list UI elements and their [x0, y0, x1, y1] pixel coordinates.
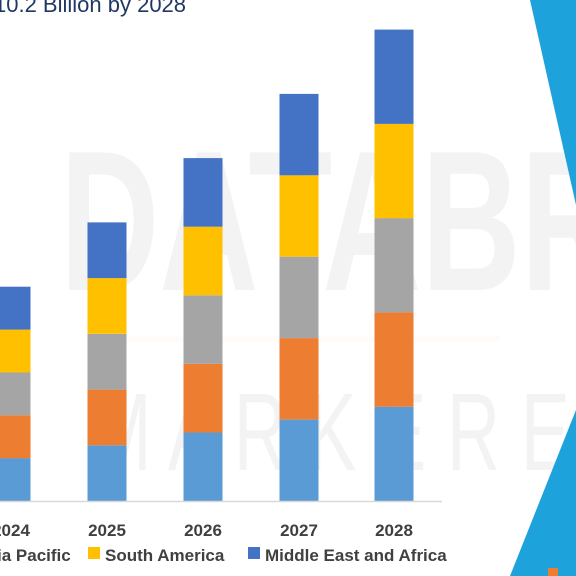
bar-group: [0, 29, 414, 501]
bar-2027-series-2: [279, 338, 319, 420]
bar-2027-series-1: [279, 419, 319, 501]
x-tick-label-2028: 2028: [375, 521, 413, 540]
legend-swatch-south-america: [88, 547, 100, 559]
chart-title: 10.2 Billion by 2028: [0, 0, 186, 17]
legend-label-asia-pacific-partial: ia Pacific: [0, 546, 71, 565]
x-axis-ticks: 2024 2025 2026 2027 2028: [0, 521, 413, 540]
bar-2025-series-3: [87, 333, 127, 390]
bar-2028-series-2: [374, 312, 414, 407]
x-tick-label-2024: 2024: [0, 521, 30, 540]
legend: ia Pacific South America Middle East and…: [0, 546, 447, 565]
corner-accent-top: [530, 0, 576, 205]
legend-label-south-america: South America: [105, 546, 225, 565]
corner-accent-bottom: [510, 410, 576, 576]
bar-2025-series-2: [87, 389, 127, 446]
bar-2027-series-3: [279, 256, 319, 339]
corner-accent-marker: [548, 568, 558, 576]
bar-2024-south-america: [0, 329, 31, 373]
x-tick-label-2027: 2027: [280, 521, 318, 540]
bar-2026-middle-east-and-africa: [183, 158, 223, 227]
bar-stack-2026: [183, 158, 223, 501]
bar-2026-series-1: [183, 432, 223, 501]
bar-2024-series-3: [0, 372, 31, 416]
bar-2025-middle-east-and-africa: [87, 222, 127, 279]
bar-2024-series-2: [0, 415, 31, 459]
x-tick-label-2025: 2025: [88, 521, 126, 540]
x-tick-label-2026: 2026: [184, 521, 222, 540]
bar-2027-south-america: [279, 175, 319, 257]
bar-2028-south-america: [374, 123, 414, 219]
bar-stack-2024: [0, 286, 31, 501]
bar-2026-series-2: [183, 363, 223, 433]
bar-stack-2028: [374, 29, 414, 501]
bar-2025-south-america: [87, 278, 127, 334]
bar-2028-middle-east-and-africa: [374, 29, 414, 124]
legend-label-middle-east-africa: Middle East and Africa: [265, 546, 447, 565]
bar-2024-middle-east-and-africa: [0, 286, 31, 330]
bar-stack-2027: [279, 93, 319, 501]
bar-2027-middle-east-and-africa: [279, 93, 319, 176]
bar-2028-series-3: [374, 218, 414, 313]
bar-2026-south-america: [183, 226, 223, 296]
bar-2028-series-1: [374, 406, 414, 501]
bar-stack-2025: [87, 222, 127, 501]
watermark-sub: M A R K E R E: [90, 371, 570, 494]
bar-2026-series-3: [183, 295, 223, 364]
bar-2024-series-1: [0, 458, 31, 501]
bar-2025-series-1: [87, 445, 127, 501]
legend-swatch-middle-east-africa: [248, 547, 260, 559]
